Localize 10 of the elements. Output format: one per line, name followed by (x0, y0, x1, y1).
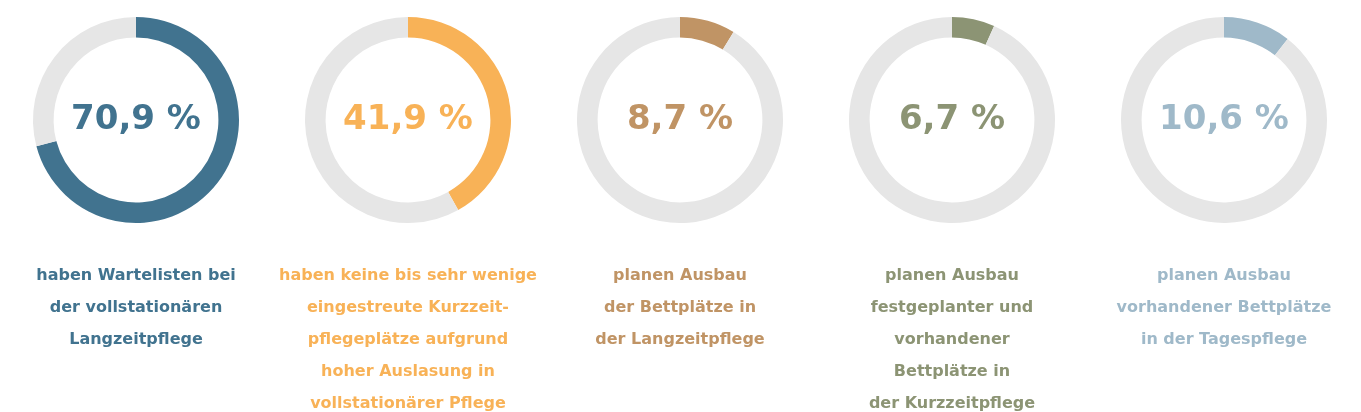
data-label: 70,9 % (71, 96, 201, 137)
data-label: 10,6 % (1159, 96, 1289, 137)
text: haben Wartelisten bei der vollstationären Langzeitpflege (36, 264, 236, 350)
text: planen Ausbau festgeplanter und vorhandener Bettplätze in der Kurzzeitpflege (868, 264, 1036, 412)
text: haben keine bis sehr wenige eingestreute Kurzzeit- pflegeplätze aufgrund hoher Auslasung in vollstationärer Pflege (279, 264, 537, 412)
text: planen Ausbau der Bettplätze in der Langzeitpflege (595, 264, 765, 350)
text: planen Ausbau vorhandener Bettplätze in der Tagespflege (1116, 264, 1332, 350)
data-label: 6,7 % (898, 96, 1006, 137)
data-label: 8,7 % (626, 96, 734, 137)
data-label: 41,9 % (343, 96, 473, 137)
